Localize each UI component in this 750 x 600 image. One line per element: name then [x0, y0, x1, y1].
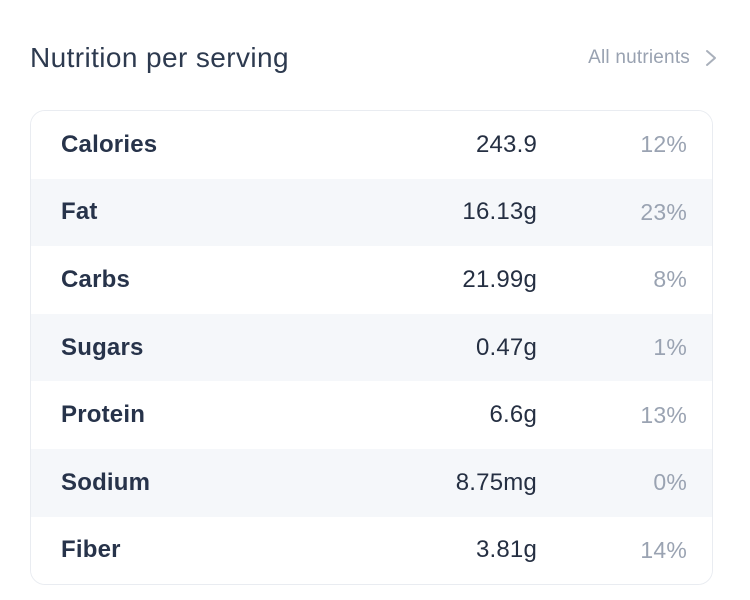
chevron-right-icon	[706, 50, 716, 66]
nutrient-value: 3.81g	[475, 536, 537, 564]
nutrient-label: Sugars	[61, 333, 144, 361]
nutrient-row: Sugars 0.47g 1%	[31, 313, 712, 382]
nutrient-value: 8.75mg	[455, 468, 537, 496]
nutrient-value: 16.13g	[462, 198, 537, 226]
nutrient-row: Protein 6.6g 13%	[31, 381, 712, 449]
nutrient-percent: 0%	[653, 469, 687, 496]
nutrient-percent: 1%	[653, 334, 687, 361]
nutrition-table: Calories 243.9 12% Fat 16.13g 23% Carbs …	[30, 110, 713, 586]
nutrient-percent: 8%	[653, 266, 687, 293]
all-nutrients-label[interactable]: All nutrients	[588, 47, 690, 68]
nutrient-percent: 23%	[640, 198, 687, 225]
nutrient-percent: 13%	[640, 401, 687, 428]
nutrient-row: Fiber 3.81g 14%	[31, 516, 712, 585]
nutrient-percent: 12%	[640, 131, 687, 158]
nutrient-label: Sodium	[61, 468, 151, 496]
nutrient-percent: 14%	[640, 536, 687, 563]
nutrition-header: Nutrition per serving All nutrients	[30, 42, 720, 74]
page-title: Nutrition per serving	[30, 42, 289, 73]
nutrient-row: Carbs 21.99g 8%	[31, 246, 712, 314]
nutrient-label: Fat	[61, 198, 98, 226]
nutrient-row: Sodium 8.75mg 0%	[31, 448, 712, 517]
nutrient-label: Carbs	[61, 265, 131, 293]
nutrient-row: Fat 16.13g 23%	[31, 178, 712, 247]
nutrient-row: Calories 243.9 12%	[31, 111, 712, 179]
nutrition-panel: Nutrition per serving All nutrients Calo…	[0, 42, 750, 586]
nutrient-label: Fiber	[61, 536, 121, 564]
nutrient-label: Calories	[61, 130, 158, 158]
nutrient-value: 243.9	[475, 130, 537, 158]
nutrient-value: 6.6g	[489, 401, 537, 429]
all-nutrients-link[interactable]: All nutrients	[588, 47, 720, 69]
nutrient-value: 0.47g	[475, 333, 537, 361]
nutrient-label: Protein	[61, 401, 146, 429]
nutrient-value: 21.99g	[462, 265, 537, 293]
